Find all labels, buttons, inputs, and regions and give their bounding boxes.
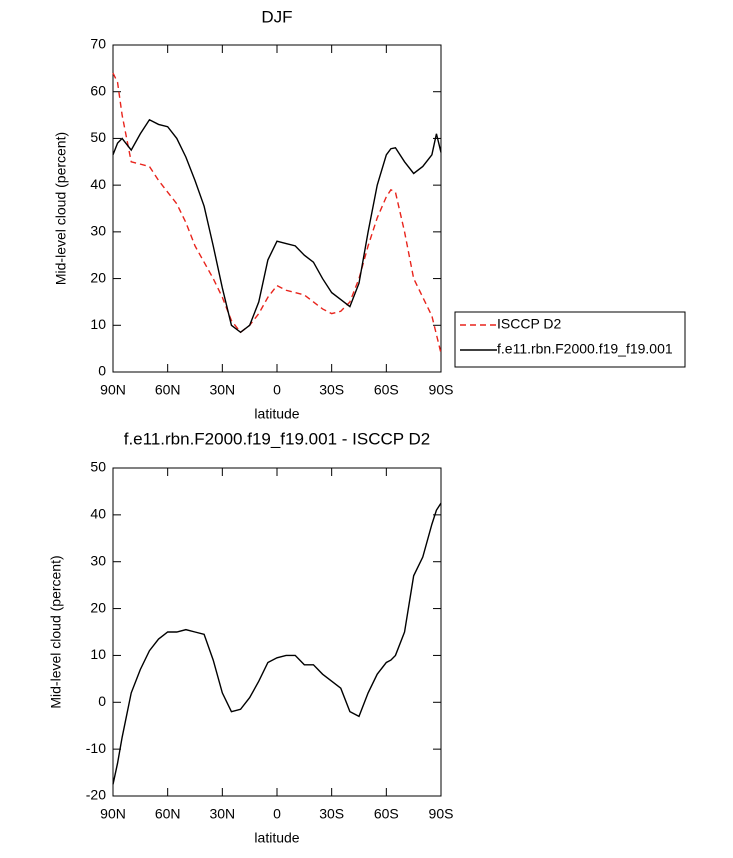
y-tick-label: 30: [90, 552, 106, 568]
y-tick-label: 30: [90, 223, 106, 239]
x-tick-label: 90S: [429, 382, 454, 398]
y-tick-label: 0: [98, 693, 106, 709]
x-tick-label: 0: [273, 806, 281, 822]
y-axis-label: Mid-level cloud (percent): [53, 132, 69, 285]
y-tick-label: -20: [86, 787, 106, 803]
x-axis-label: latitude: [254, 406, 299, 422]
y-tick-label: 40: [90, 176, 106, 192]
x-tick-label: 60N: [155, 382, 181, 398]
x-tick-label: 60S: [374, 382, 399, 398]
x-tick-label: 30S: [319, 806, 344, 822]
y-tick-label: 50: [90, 459, 106, 475]
legend-label: ISCCP D2: [497, 316, 562, 332]
y-tick-label: 10: [90, 646, 106, 662]
y-tick-label: 40: [90, 506, 106, 522]
y-tick-label: 70: [90, 36, 106, 52]
plot-frame: [112, 44, 442, 373]
legend: ISCCP D2 f.e11.rbn.F2000.f19_f19.001: [454, 311, 686, 368]
legend-box: [454, 311, 686, 368]
x-axis-label: latitude: [254, 830, 299, 846]
x-tick-label: 90S: [429, 806, 454, 822]
y-tick-label: 60: [90, 82, 106, 98]
x-tick-label: 90N: [100, 806, 126, 822]
x-tick-label: 90N: [100, 382, 126, 398]
y-tick-label: 20: [90, 599, 106, 615]
data-line: [112, 118, 442, 334]
x-tick-label: 30N: [209, 806, 235, 822]
data-line: [112, 72, 442, 354]
x-tick-label: 60N: [155, 806, 181, 822]
y-tick-label: 20: [90, 269, 106, 285]
y-tick-label: 0: [98, 363, 106, 379]
chart-title: DJF: [261, 7, 292, 26]
y-axis-label: Mid-level cloud (percent): [48, 555, 64, 708]
x-tick-label: 0: [273, 382, 281, 398]
y-tick-label: 10: [90, 316, 106, 332]
x-tick-label: 30N: [209, 382, 235, 398]
y-tick-label: 50: [90, 129, 106, 145]
plot-frame: [112, 467, 442, 797]
x-tick-label: 30S: [319, 382, 344, 398]
y-tick-label: -10: [86, 740, 106, 756]
legend-label: f.e11.rbn.F2000.f19_f19.001: [497, 341, 673, 357]
data-line: [112, 502, 442, 785]
x-tick-label: 60S: [374, 806, 399, 822]
chart-title: f.e11.rbn.F2000.f19_f19.001 - ISCCP D2: [124, 429, 431, 448]
